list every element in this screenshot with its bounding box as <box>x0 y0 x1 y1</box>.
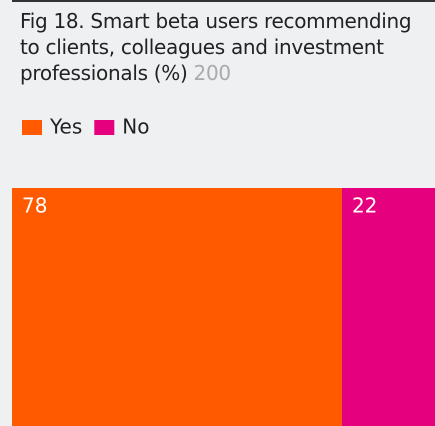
chart-subtitle: 200 <box>193 61 232 85</box>
bar-segment <box>341 188 435 426</box>
data-label: 78 <box>22 194 47 218</box>
data-label: 22 <box>352 194 377 218</box>
chart-title-block: Fig 18. Smart beta users recommending to… <box>20 8 432 86</box>
top-rule <box>12 0 435 2</box>
legend-label: Yes <box>49 115 82 139</box>
chart-title: Fig 18. Smart beta users recommending to… <box>20 9 412 85</box>
legend-swatch <box>94 120 115 135</box>
legend-swatch <box>22 120 42 135</box>
legend-label: No <box>122 115 149 139</box>
bar-segment <box>12 188 342 426</box>
